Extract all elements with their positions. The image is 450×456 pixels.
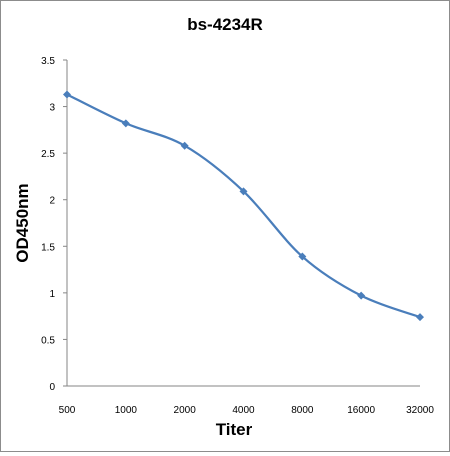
x-tick-labels: 500 1000 2000 4000 8000 16000 32000 bbox=[59, 405, 435, 416]
x-tick-label: 8000 bbox=[291, 405, 314, 416]
series-markers bbox=[63, 90, 424, 322]
y-tick-label: 1 bbox=[49, 289, 55, 300]
data-point-marker bbox=[121, 119, 130, 128]
y-tick-label: 0.5 bbox=[41, 335, 55, 346]
chart-title: bs-4234R bbox=[187, 15, 263, 34]
y-tick-label: 3 bbox=[49, 103, 55, 114]
data-point-marker bbox=[180, 141, 189, 150]
x-tick-label: 2000 bbox=[174, 405, 197, 416]
y-tick-label: 2.5 bbox=[41, 149, 55, 160]
x-tick-label: 16000 bbox=[347, 405, 375, 416]
y-tick-label: 2 bbox=[49, 196, 55, 207]
x-tick-label: 4000 bbox=[232, 405, 255, 416]
x-tick-label: 32000 bbox=[406, 405, 434, 416]
data-point-marker bbox=[239, 187, 248, 196]
x-tick-label: 500 bbox=[59, 405, 76, 416]
data-point-marker bbox=[416, 313, 424, 322]
data-point-marker bbox=[63, 90, 71, 99]
y-tick-label: 0 bbox=[49, 382, 55, 393]
data-point-marker bbox=[357, 291, 366, 300]
y-tick-labels: 0 0.5 1 1.5 2 2.5 3 3.5 bbox=[41, 56, 67, 393]
x-tick-label: 1000 bbox=[115, 405, 138, 416]
series-line bbox=[66, 93, 421, 319]
y-tick-label: 3.5 bbox=[41, 56, 55, 67]
y-axis-title: OD450nm bbox=[13, 183, 32, 262]
y-tick-label: 1.5 bbox=[41, 242, 55, 253]
data-point-marker bbox=[298, 252, 307, 261]
x-axis-title: Titer bbox=[216, 420, 253, 439]
